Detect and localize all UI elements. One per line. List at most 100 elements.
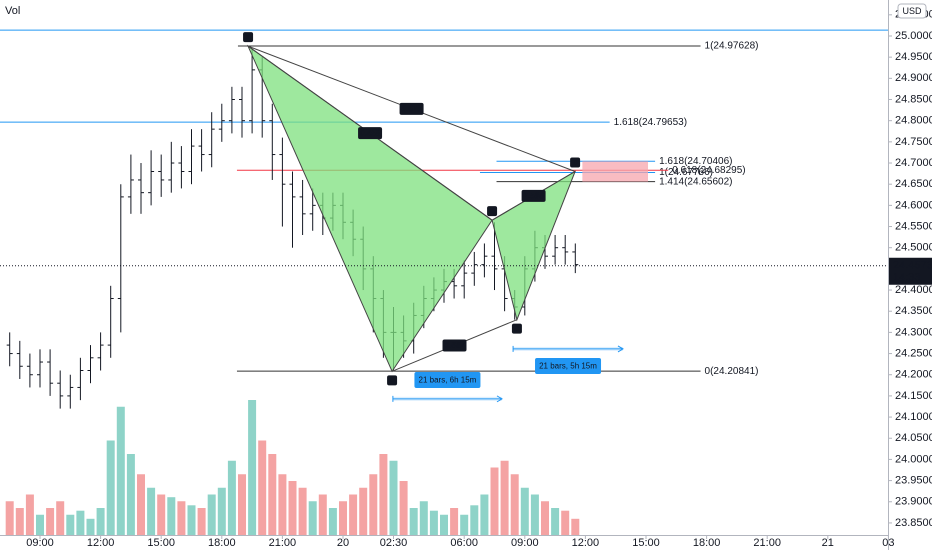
volume-bar xyxy=(520,487,529,535)
volume-bar xyxy=(177,501,186,535)
point-box xyxy=(511,323,522,334)
range-box xyxy=(535,358,602,375)
volume-bar xyxy=(551,508,560,535)
volume-label: Vol xyxy=(5,5,20,17)
fib-level-label: 1(24.67766) xyxy=(659,167,713,178)
y-tick-label: 23.95000 xyxy=(895,474,932,486)
ratio-label: 0.458 xyxy=(360,129,381,138)
last-price-box xyxy=(889,257,932,285)
volume-bar xyxy=(541,501,550,535)
fib-level-label: 1(24.97628) xyxy=(705,41,759,52)
y-tick-label: 24.90000 xyxy=(895,72,932,84)
y-tick-label: 23.90000 xyxy=(895,496,932,508)
range-arrowhead xyxy=(617,345,624,353)
volume-bar xyxy=(268,454,277,535)
volume-bar xyxy=(490,467,499,535)
range-box xyxy=(414,372,481,389)
x-tick-label: 03 xyxy=(882,537,894,549)
volume-bar xyxy=(227,460,236,535)
volume-bar xyxy=(530,494,539,535)
volume-bar xyxy=(318,494,327,535)
volume-bar xyxy=(561,510,570,535)
volume-bar xyxy=(106,440,115,535)
volume-bar xyxy=(369,474,378,535)
fib-level-label: 1.618(24.70406) xyxy=(659,156,732,167)
volume-bar xyxy=(207,494,216,535)
y-tick-label: 24.40000 xyxy=(895,284,932,296)
range-label: 21 bars, 5h 15m xyxy=(539,362,597,371)
y-tick-label: 24.50000 xyxy=(895,242,932,254)
fib-level-label: 1.414(24.65602) xyxy=(659,176,732,187)
x-tick-label: 18:00 xyxy=(693,537,721,549)
volume-bar xyxy=(359,487,368,535)
volume-bar xyxy=(187,505,196,535)
volume-bar xyxy=(126,454,135,535)
ratio-label: 0.613 xyxy=(402,104,423,113)
y-tick-label: 24.10000 xyxy=(895,411,932,423)
y-tick-label: 24.55000 xyxy=(895,220,932,232)
x-tick-label: 18:00 xyxy=(208,537,236,549)
point-box xyxy=(487,206,498,217)
volume-bar xyxy=(258,440,267,535)
range-label: 21 bars, 6h 15m xyxy=(419,376,477,385)
x-tick-label: 20 xyxy=(337,537,349,549)
x-tick-label: 02:30 xyxy=(380,537,408,549)
target-zone xyxy=(582,161,649,182)
volume-bar xyxy=(157,494,166,535)
volume-bar xyxy=(56,501,65,535)
fib-level-label: 0.618(24.68295) xyxy=(672,165,745,176)
volume-bar xyxy=(399,481,408,535)
volume-bar xyxy=(86,518,95,535)
countdown-label: 14:33 xyxy=(893,272,921,284)
last-price-label: 24.45737 xyxy=(893,260,932,272)
volume-bar xyxy=(510,474,519,535)
volume-bar xyxy=(470,505,479,535)
volume-bar xyxy=(15,508,24,535)
volume-bar xyxy=(440,514,448,535)
x-tick-label: 12:00 xyxy=(87,537,115,549)
point-label: B xyxy=(490,209,495,216)
y-tick-label: 24.60000 xyxy=(895,199,932,211)
volume-bar xyxy=(389,460,398,535)
fib-level-label: 0(24.20841) xyxy=(705,366,759,377)
volume-bar xyxy=(116,406,125,535)
volume-bar xyxy=(197,508,206,535)
volume-bar xyxy=(379,454,388,535)
y-tick-label: 24.75000 xyxy=(895,136,932,148)
volume-bar xyxy=(419,501,428,535)
ratio-label: 1.506 xyxy=(524,191,545,200)
ratio-box xyxy=(399,102,424,115)
point-box xyxy=(387,375,398,386)
volume-bar xyxy=(5,501,14,535)
y-tick-label: 24.15000 xyxy=(895,390,932,402)
point-label: C xyxy=(514,326,519,333)
x-tick-label: 21:00 xyxy=(269,537,297,549)
x-tick-label: 12:00 xyxy=(572,537,600,549)
volume-bar xyxy=(500,460,509,535)
volume-bar xyxy=(349,494,358,535)
volume-bar xyxy=(480,494,489,535)
y-tick-label: 24.25000 xyxy=(895,347,932,359)
volume-bar xyxy=(571,518,580,535)
volume-bar xyxy=(429,510,438,535)
point-box xyxy=(570,157,581,168)
volume-bar xyxy=(147,487,156,535)
volume-bar xyxy=(409,508,418,535)
y-tick-label: 24.20000 xyxy=(895,369,932,381)
volume-bar xyxy=(288,481,297,535)
fib-level-label: 1.618(24.79653) xyxy=(614,117,687,128)
ratio-box xyxy=(521,189,546,202)
y-tick-label: 24.30000 xyxy=(895,326,932,338)
volume-bar xyxy=(167,497,176,535)
volume-bar xyxy=(66,514,75,535)
ratio-box xyxy=(442,339,467,352)
volume-bar xyxy=(450,508,459,535)
x-tick-label: 09:00 xyxy=(26,537,54,549)
y-tick-label: 24.65000 xyxy=(895,178,932,190)
volume-bar xyxy=(298,487,307,535)
ratio-label: 0.667 xyxy=(444,341,465,350)
y-tick-label: 24.70000 xyxy=(895,157,932,169)
